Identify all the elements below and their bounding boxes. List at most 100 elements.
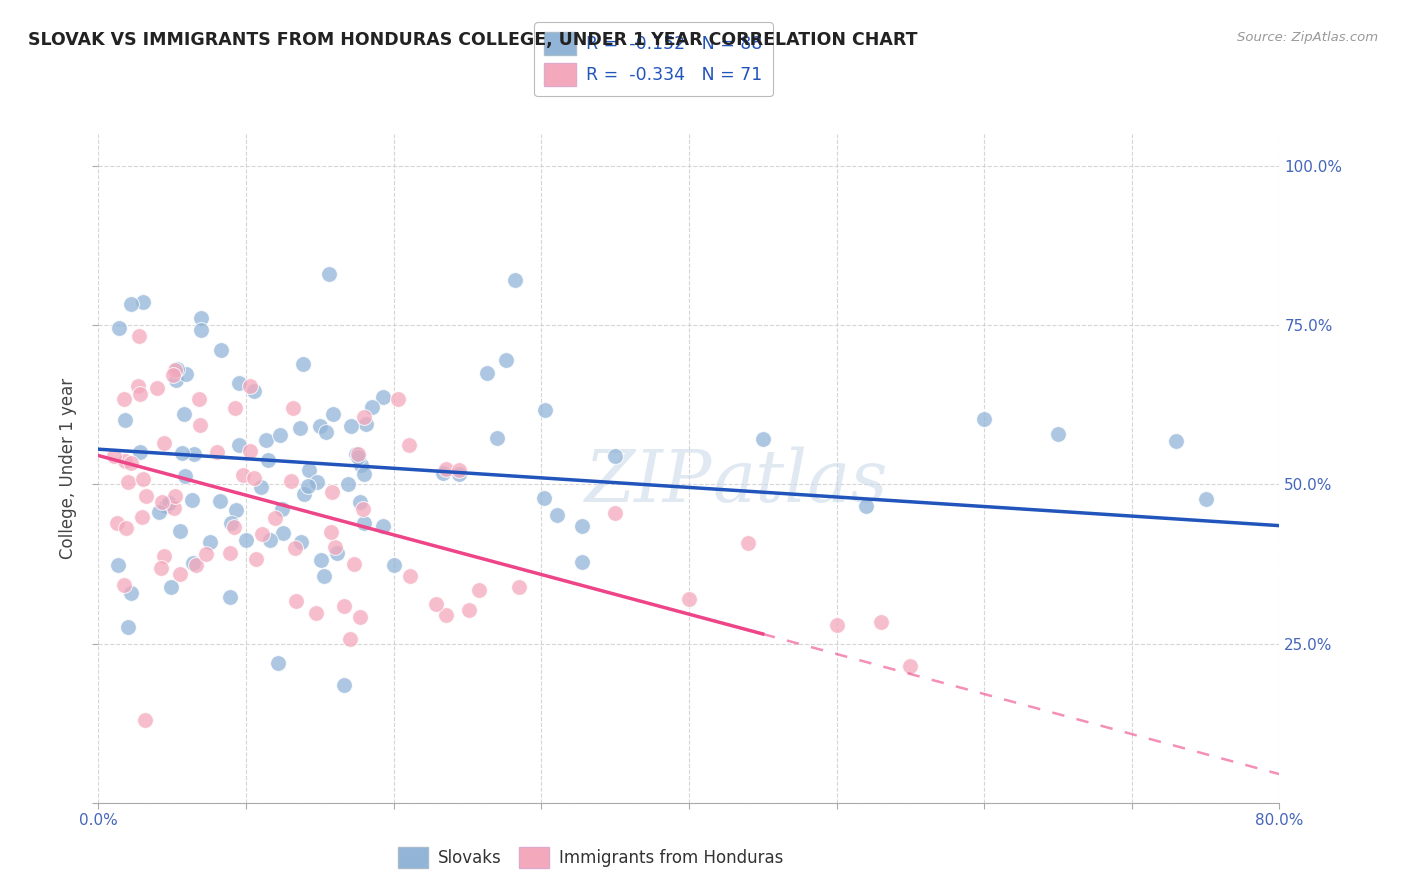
Point (434, 462, 457, 476)
Point (162, 368, 184, 382)
Point (135, 489, 157, 503)
Point (321, 485, 343, 500)
Point (112, 392, 135, 406)
Point (432, 466, 454, 480)
Point (457, 603, 479, 617)
Point (235, 533, 257, 548)
Point (150, 494, 173, 508)
Point (280, 474, 302, 488)
Point (855, 499, 877, 513)
Legend: Slovaks, Immigrants from Honduras: Slovaks, Immigrants from Honduras (391, 840, 790, 875)
Point (219, 590, 242, 604)
Point (269, 428, 291, 442)
Point (159, 580, 181, 594)
Point (190, 417, 212, 432)
Point (1195, 492, 1218, 507)
Point (678, 591, 700, 606)
Point (224, 520, 246, 534)
Text: SLOVAK VS IMMIGRANTS FROM HONDURAS COLLEGE, UNDER 1 YEAR CORRELATION CHART: SLOVAK VS IMMIGRANTS FROM HONDURAS COLLE… (28, 31, 918, 49)
Point (434, 607, 457, 622)
Point (900, 659, 922, 673)
Point (346, 447, 368, 461)
Point (533, 491, 555, 506)
Point (209, 343, 232, 357)
Point (146, 380, 169, 394)
Legend: R =  -0.152   N = 88, R =  -0.334   N = 71: R = -0.152 N = 88, R = -0.334 N = 71 (534, 22, 773, 96)
Point (184, 558, 207, 573)
Point (209, 494, 232, 508)
Point (349, 609, 371, 624)
Point (308, 419, 330, 434)
Point (298, 463, 321, 477)
Point (257, 453, 280, 467)
Point (172, 446, 194, 460)
Text: atlas: atlas (713, 446, 889, 517)
Point (339, 419, 361, 434)
Point (254, 434, 277, 448)
Point (245, 551, 267, 566)
Point (297, 479, 319, 493)
Point (326, 546, 349, 560)
Point (508, 580, 530, 594)
Text: ZIP: ZIP (585, 446, 713, 517)
Point (155, 499, 177, 513)
Point (117, 620, 139, 634)
Point (319, 524, 342, 539)
Point (292, 487, 315, 501)
Point (571, 555, 593, 569)
Point (398, 569, 420, 583)
Point (183, 556, 205, 570)
Point (117, 475, 139, 489)
Point (114, 413, 136, 427)
Point (263, 511, 285, 525)
Point (315, 425, 337, 439)
Point (163, 363, 186, 377)
Point (546, 508, 568, 523)
Point (533, 403, 555, 417)
Point (737, 536, 759, 550)
Point (242, 470, 264, 484)
Point (131, 509, 153, 524)
Point (120, 297, 142, 311)
Point (973, 411, 995, 425)
Point (605, 450, 627, 464)
Point (337, 476, 360, 491)
Point (371, 390, 394, 404)
Point (239, 379, 262, 393)
Point (371, 518, 394, 533)
Point (159, 496, 181, 510)
Point (132, 295, 155, 310)
Point (243, 384, 266, 398)
Point (148, 505, 170, 519)
Point (127, 379, 149, 393)
Point (271, 502, 294, 516)
Point (219, 546, 242, 560)
Point (322, 407, 344, 421)
Point (174, 469, 197, 483)
Point (1164, 434, 1187, 448)
Point (751, 432, 773, 446)
Point (173, 407, 195, 421)
Point (305, 606, 328, 620)
Y-axis label: College, Under 1 year: College, Under 1 year (59, 377, 77, 559)
Point (207, 444, 229, 458)
Point (115, 521, 138, 535)
Point (228, 376, 250, 390)
Point (352, 501, 374, 516)
Point (114, 453, 136, 467)
Point (475, 366, 498, 380)
Point (128, 328, 150, 343)
Point (284, 541, 307, 555)
Point (347, 450, 370, 465)
Point (169, 567, 191, 582)
Point (353, 409, 375, 424)
Point (163, 489, 186, 503)
Point (309, 553, 332, 567)
Point (323, 540, 346, 554)
Point (267, 656, 290, 670)
Point (112, 578, 135, 592)
Point (107, 558, 129, 573)
Point (486, 431, 509, 445)
Point (120, 456, 142, 470)
Point (288, 421, 311, 435)
